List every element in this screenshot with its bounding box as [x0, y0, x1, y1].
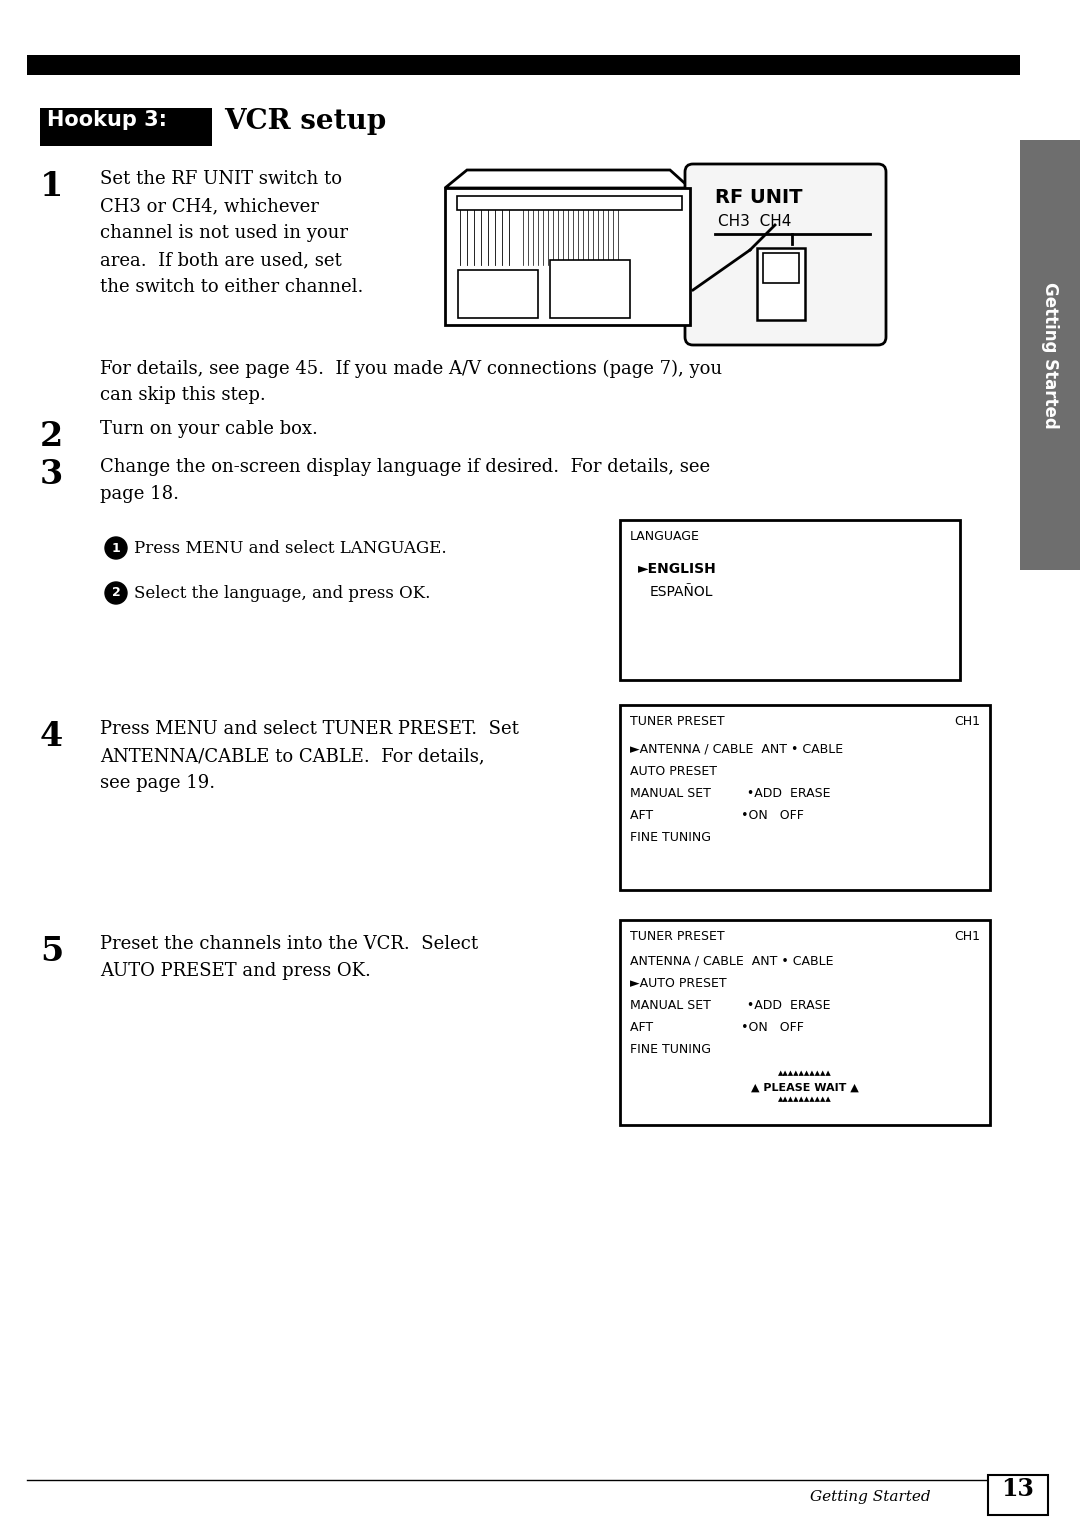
Text: ►AUTO PRESET: ►AUTO PRESET: [630, 977, 727, 989]
Text: CH1: CH1: [954, 930, 980, 943]
Text: MANUAL SET         •ADD  ERASE: MANUAL SET •ADD ERASE: [630, 998, 831, 1012]
Bar: [27, 55, 1020, 75]
Text: Hookup 3:: Hookup 3:: [48, 110, 167, 130]
Text: Select the language, and press OK.: Select the language, and press OK.: [134, 586, 430, 602]
Text: FINE TUNING: FINE TUNING: [630, 830, 711, 844]
Text: page 18.: page 18.: [100, 485, 179, 503]
Text: ANTENNA/CABLE to CABLE.  For details,: ANTENNA/CABLE to CABLE. For details,: [100, 748, 485, 764]
Text: ▲▲▲▲▲▲▲▲▲▲: ▲▲▲▲▲▲▲▲▲▲: [778, 1096, 832, 1102]
Bar: [762, 252, 799, 283]
Bar: [550, 260, 630, 318]
Bar: [1020, 141, 1080, 570]
Text: AUTO PRESET and press OK.: AUTO PRESET and press OK.: [100, 962, 370, 980]
Text: FINE TUNING: FINE TUNING: [630, 1043, 711, 1057]
Circle shape: [643, 313, 651, 323]
Text: 2: 2: [111, 587, 120, 599]
Text: MANUAL SET         •ADD  ERASE: MANUAL SET •ADD ERASE: [630, 787, 831, 800]
Text: Turn on your cable box.: Turn on your cable box.: [100, 420, 318, 437]
Text: CH3 or CH4, whichever: CH3 or CH4, whichever: [100, 197, 319, 216]
Bar: [620, 520, 960, 680]
Text: 5: 5: [40, 936, 64, 968]
Text: Getting Started: Getting Started: [1041, 281, 1059, 428]
Text: CH3  CH4: CH3 CH4: [718, 214, 792, 229]
Text: 3: 3: [40, 459, 64, 491]
Text: For details, see page 45.  If you made A/V connections (page 7), you: For details, see page 45. If you made A/…: [100, 359, 723, 378]
Text: Getting Started: Getting Started: [810, 1489, 931, 1505]
Bar: [988, 1475, 1048, 1515]
Text: TUNER PRESET: TUNER PRESET: [630, 930, 725, 943]
Bar: [40, 109, 212, 145]
Text: the switch to either channel.: the switch to either channel.: [100, 278, 363, 297]
Text: LANGUAGE: LANGUAGE: [630, 531, 700, 543]
Bar: [445, 188, 690, 326]
Text: Press MENU and select LANGUAGE.: Press MENU and select LANGUAGE.: [134, 540, 447, 557]
Text: Set the RF UNIT switch to: Set the RF UNIT switch to: [100, 170, 342, 188]
Text: ▲ PLEASE WAIT ▲: ▲ PLEASE WAIT ▲: [751, 1083, 859, 1093]
Text: 1: 1: [111, 541, 120, 555]
Bar: [457, 196, 681, 209]
Text: Press MENU and select TUNER PRESET.  Set: Press MENU and select TUNER PRESET. Set: [100, 720, 518, 739]
Text: ESPAÑOL: ESPAÑOL: [650, 586, 714, 599]
Bar: [757, 248, 805, 320]
Text: 2: 2: [40, 420, 64, 453]
Text: channel is not used in your: channel is not used in your: [100, 225, 348, 242]
Text: can skip this step.: can skip this step.: [100, 385, 266, 404]
Text: AFT                      •ON   OFF: AFT •ON OFF: [630, 809, 804, 823]
Text: ►ENGLISH: ►ENGLISH: [638, 563, 717, 576]
FancyBboxPatch shape: [685, 164, 886, 346]
Text: 1: 1: [40, 170, 64, 203]
Text: VCR setup: VCR setup: [224, 109, 387, 135]
Text: AFT                      •ON   OFF: AFT •ON OFF: [630, 1021, 804, 1034]
Text: 4: 4: [40, 720, 64, 752]
Text: ▲▲▲▲▲▲▲▲▲▲: ▲▲▲▲▲▲▲▲▲▲: [778, 1070, 832, 1076]
Text: Preset the channels into the VCR.  Select: Preset the channels into the VCR. Select: [100, 936, 478, 953]
Circle shape: [105, 537, 127, 560]
Text: AUTO PRESET: AUTO PRESET: [630, 764, 717, 778]
Text: ►ANTENNA / CABLE  ANT • CABLE: ►ANTENNA / CABLE ANT • CABLE: [630, 743, 843, 755]
Text: 13: 13: [1001, 1477, 1035, 1501]
Text: area.  If both are used, set: area. If both are used, set: [100, 251, 341, 269]
Text: CH1: CH1: [954, 716, 980, 728]
Text: see page 19.: see page 19.: [100, 774, 215, 792]
Text: Change the on-screen display language if desired.  For details, see: Change the on-screen display language if…: [100, 459, 711, 476]
Bar: [458, 271, 538, 318]
Bar: [620, 920, 990, 1125]
Text: TUNER PRESET: TUNER PRESET: [630, 716, 725, 728]
Text: RF UNIT: RF UNIT: [715, 188, 802, 206]
Circle shape: [105, 583, 127, 604]
Text: ANTENNA / CABLE  ANT • CABLE: ANTENNA / CABLE ANT • CABLE: [630, 956, 834, 968]
Bar: [620, 705, 990, 890]
